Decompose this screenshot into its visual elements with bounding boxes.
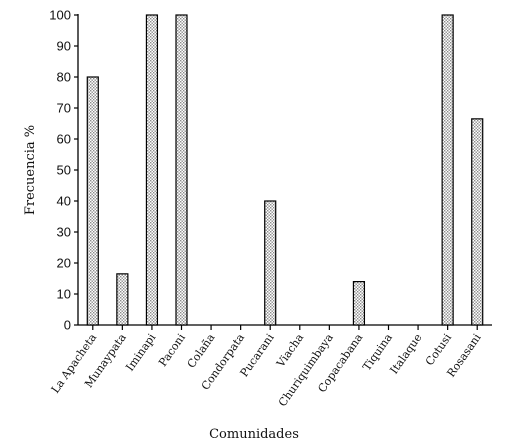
y-tick-label: 0 (64, 318, 71, 333)
y-tick-label: 50 (57, 163, 71, 178)
x-tick-label: Iminapi (123, 331, 158, 374)
y-axis-title: Frecuencia % (23, 125, 38, 215)
bar (352, 281, 366, 326)
bar (145, 14, 159, 326)
y-tick-label: 100 (49, 8, 71, 23)
y-tick-label: 70 (57, 101, 71, 116)
y-tick-label: 60 (57, 132, 71, 147)
x-tick-label: Cotusi (423, 331, 454, 368)
y-tick-label: 40 (57, 194, 71, 209)
y-tick-label: 80 (57, 70, 71, 85)
bar (441, 14, 454, 326)
x-axis-title: Comunidades (209, 427, 299, 442)
y-tick-label: 90 (57, 39, 71, 54)
bar (471, 118, 484, 326)
y-tick-label: 10 (57, 287, 71, 302)
y-tick-label: 20 (57, 256, 71, 271)
y-tick-label: 30 (57, 225, 71, 240)
bar (116, 273, 129, 326)
bar (86, 76, 99, 326)
bar (175, 14, 188, 326)
bar (264, 200, 277, 326)
